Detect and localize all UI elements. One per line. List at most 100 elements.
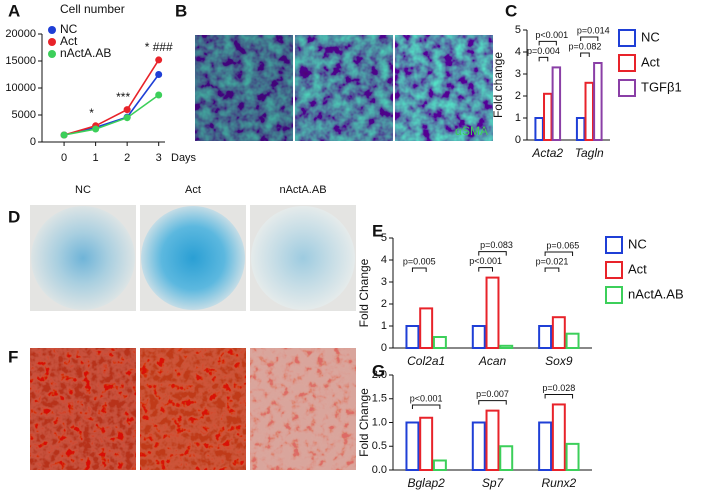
bar [551,403,566,472]
legend-label: NC [628,236,647,251]
legend-swatch [605,236,623,254]
legend-label: Act [60,34,78,48]
x-tick-label: 3 [156,152,162,164]
image-label: NC [236,18,252,30]
legend-swatch [618,29,636,47]
stain-label: αSMA [455,124,488,138]
mineral-images [30,348,356,470]
bar [565,332,580,350]
p-value: p<0.001 [535,30,568,40]
data-point [155,56,163,64]
bracket [411,267,427,272]
p-value: p=0.083 [480,240,513,250]
x-tick-label: Tagln [575,146,604,160]
image-texture [140,348,246,470]
image-texture [250,348,356,470]
legend-label: NC [641,29,660,44]
x-tick-label: 0 [61,152,67,164]
x-tick-label: Sp7 [482,476,505,490]
y-axis-label: Fold change [491,52,505,118]
legend-label: Act [628,261,647,276]
data-point [123,114,131,122]
x-tick-label: Acan [478,354,507,368]
p-value: p=0.014 [577,25,610,35]
legend-swatch [605,261,623,279]
legend-label: nActA.AB [60,46,111,60]
bar [432,336,447,349]
bar [584,81,594,142]
bar [485,409,500,471]
bracket [580,36,599,41]
bar [405,325,420,349]
p-value: p<0.001 [410,393,443,403]
y-axis-label: Fold Change [357,258,371,327]
image-label: NC [75,184,91,196]
series-line [63,59,160,136]
legend-swatch [605,286,623,304]
bar [485,276,500,350]
y-tick-label: 0 [381,342,387,354]
y-tick-label: 0 [30,136,36,148]
legend-label: NC [60,22,78,36]
bar [543,92,553,142]
dish-act [141,206,245,310]
legend-label: nActA.AB [628,286,684,301]
x-axis-label: Days [171,152,197,164]
fluorescence-images [195,35,493,141]
y-tick-label: 2 [381,298,387,310]
bar [538,325,553,349]
stain-images [30,205,356,311]
bracket [544,251,574,256]
panel-letter: E [372,221,383,240]
legend-marker [48,26,56,34]
p-value: p<0.001 [469,256,502,266]
legend-label: Act [641,54,660,69]
bar [419,307,434,349]
p-value: p=0.007 [476,389,509,399]
bracket [478,267,493,272]
data-point [92,125,100,133]
image-label: Act [185,184,201,196]
bar [405,421,420,471]
bar [499,344,514,349]
y-tick-label: 1.5 [372,393,387,405]
p-value: p=0.004 [527,46,560,56]
bar [419,416,434,471]
x-tick-label: Bglap2 [407,476,445,490]
legend-label: TGFβ1 [641,79,682,94]
bar [471,421,486,471]
data-point [123,106,131,114]
bar [551,66,562,141]
bar [593,62,603,141]
y-tick-label: 0.5 [372,440,387,452]
significance: *** [116,90,130,104]
legend-swatch [618,54,636,72]
legend-marker [48,38,56,46]
p-value: p=0.065 [546,240,579,250]
image-label: Act [336,18,352,30]
panel-letter: A [8,1,20,20]
dish-nc [31,206,135,310]
bracket [544,267,560,272]
bar [471,325,486,349]
y-tick-label: 2 [515,90,521,102]
x-tick-label: Acta2 [531,146,563,160]
x-tick-label: Sox9 [545,354,573,368]
bracket [544,393,574,399]
panel-letter: B [175,1,187,20]
panel-letter: D [8,207,20,226]
x-tick-label: Col2a1 [407,354,445,368]
panel-letter: G [372,361,385,380]
bracket [411,404,441,409]
p-value: p=0.005 [403,256,436,266]
bar [575,117,586,141]
image-label: TGFβ1 [427,18,461,30]
y-axis-label: Fold Change [357,388,371,457]
y-tick-label: 3 [381,276,387,288]
significance: * ### [145,40,173,54]
x-tick-label: Runx2 [541,476,576,490]
data-point [155,91,163,99]
p-value: p=0.082 [569,41,602,51]
y-tick-label: 1.0 [372,416,387,428]
